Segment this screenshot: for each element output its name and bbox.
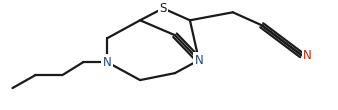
Text: N: N: [303, 49, 312, 62]
Text: N: N: [103, 56, 112, 69]
Text: S: S: [159, 2, 167, 15]
Text: N: N: [195, 54, 203, 67]
